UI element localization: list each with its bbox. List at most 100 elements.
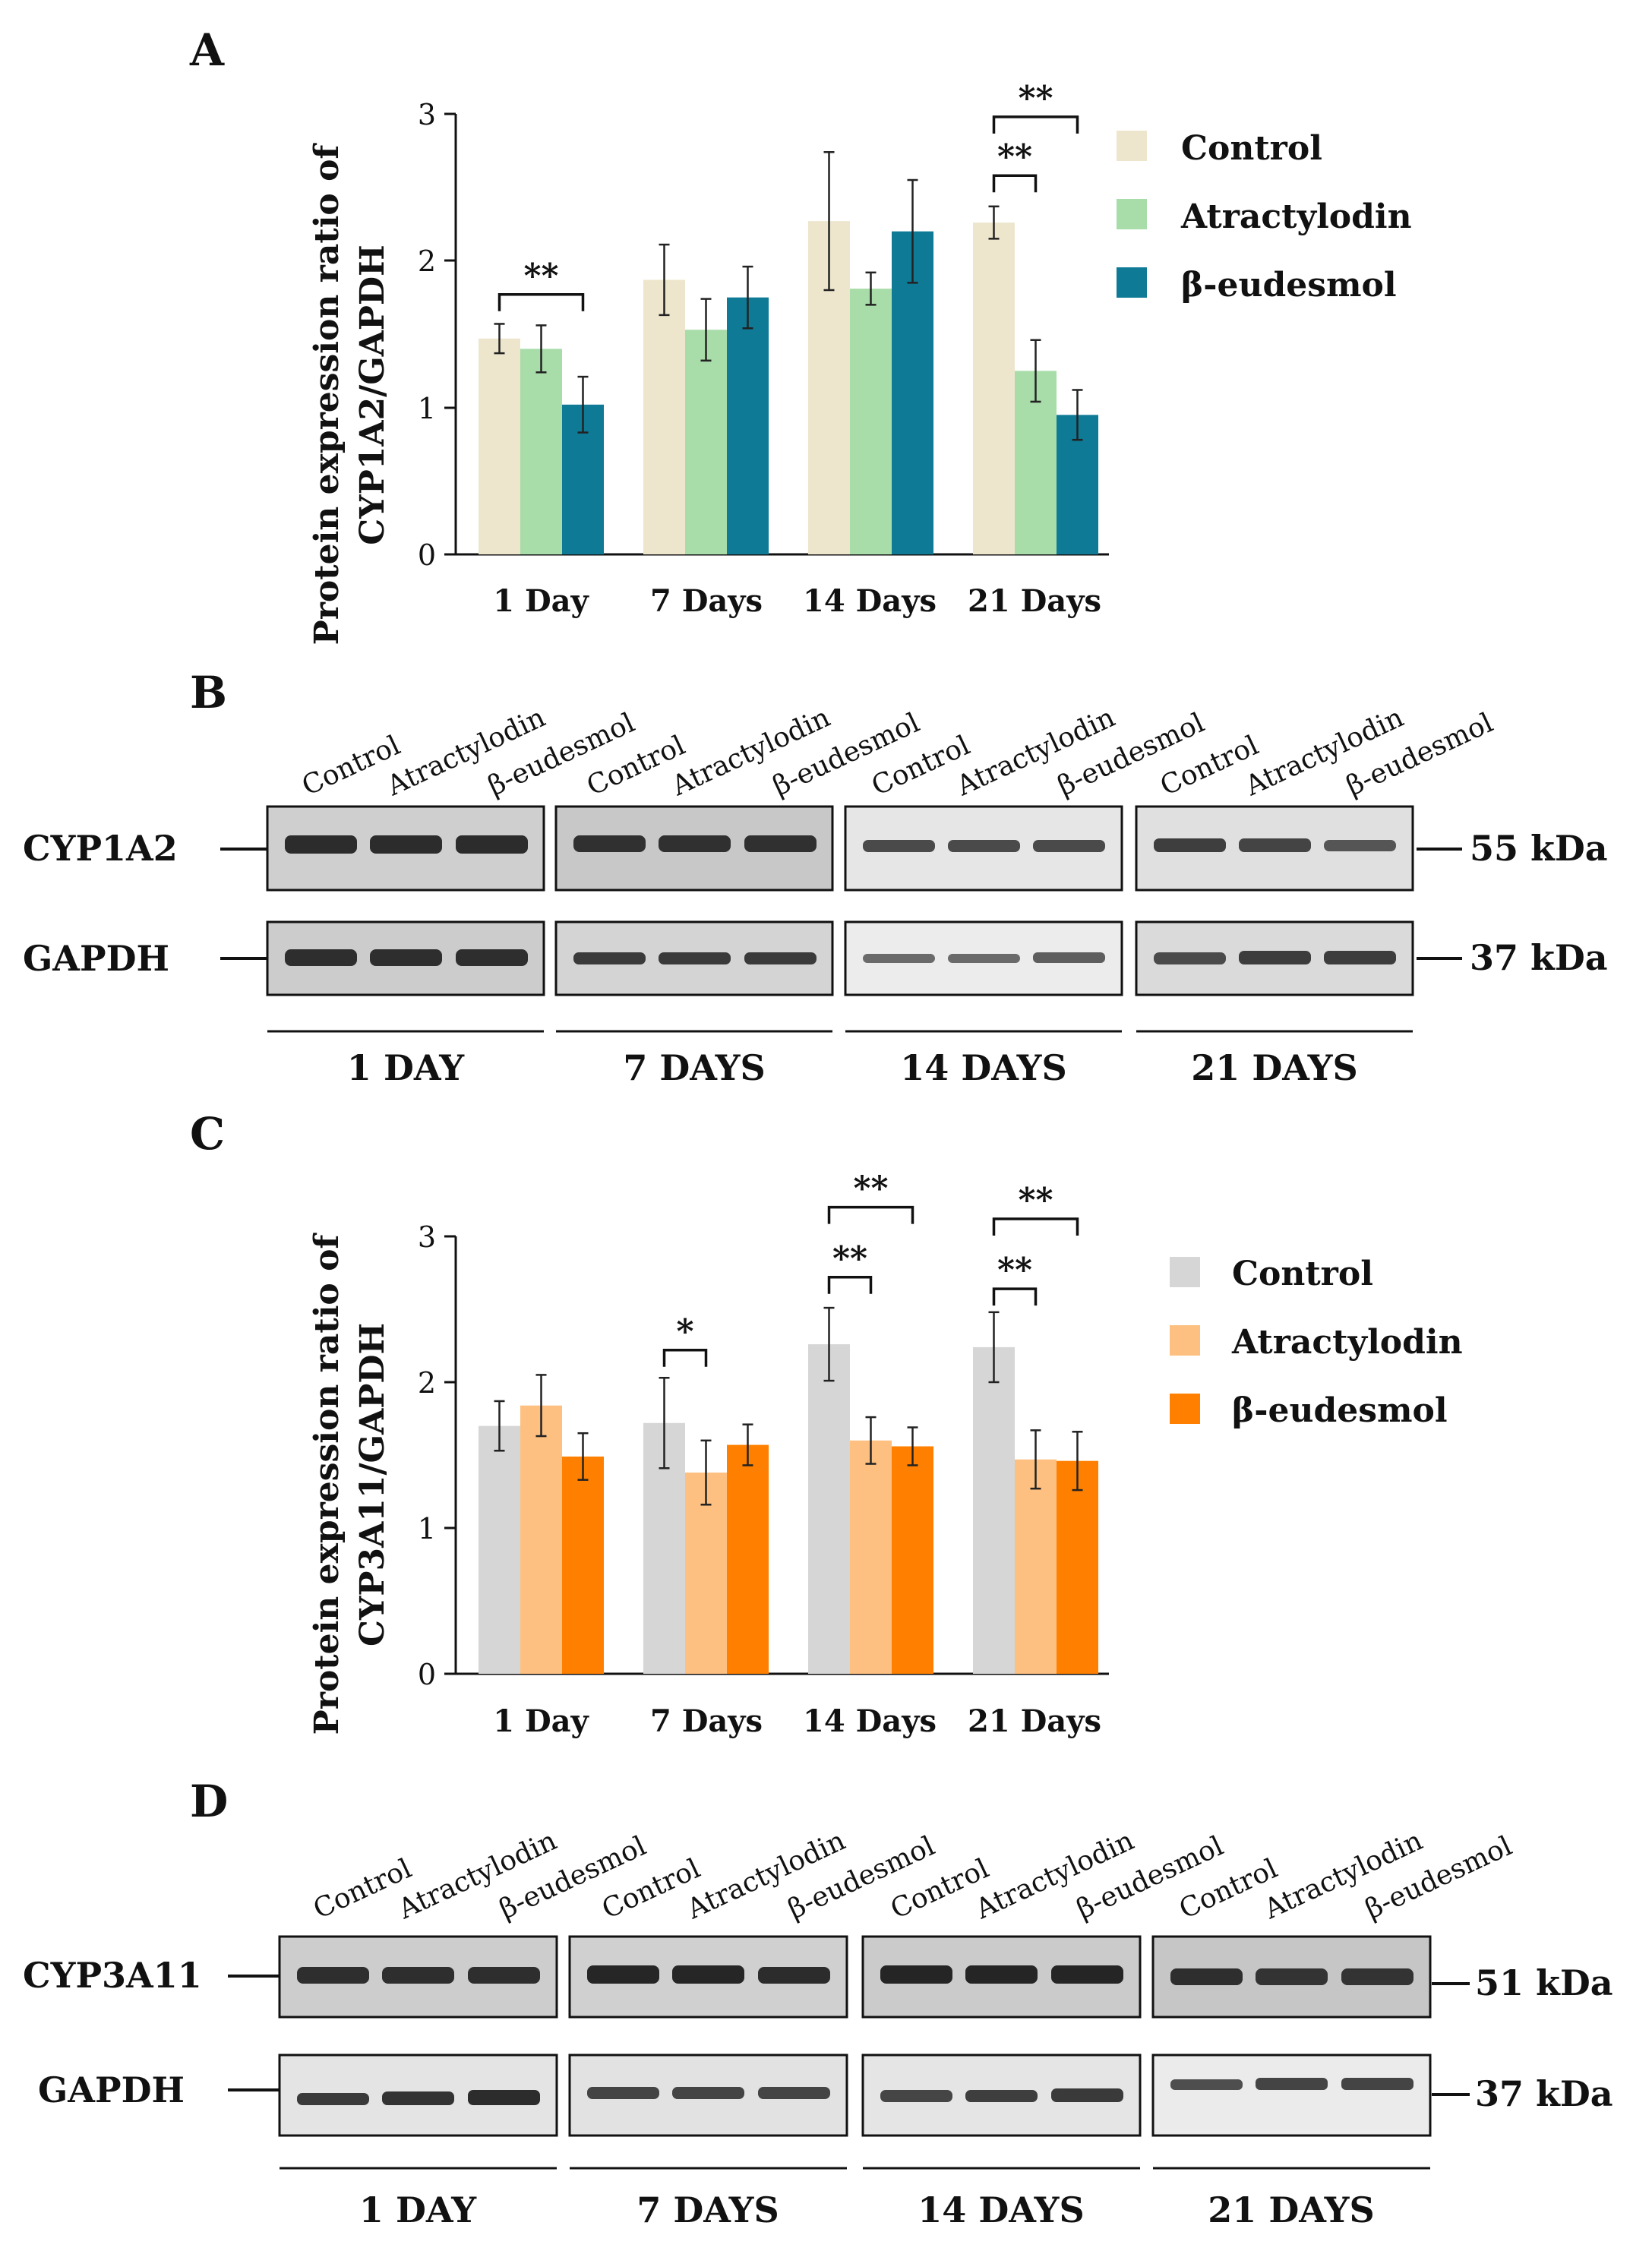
blot-band <box>468 1967 540 1984</box>
bar <box>479 338 520 554</box>
blot-box <box>1151 2054 1432 2137</box>
bar <box>685 1473 727 1674</box>
blot-band <box>382 2091 454 2105</box>
bar <box>892 1446 933 1674</box>
y-axis-label-line2: CYP1A2/GAPDH <box>353 245 392 545</box>
size-label-51kda: 51 kDa <box>1475 1962 1613 2003</box>
bar <box>562 1456 604 1674</box>
blot-band <box>1154 952 1226 964</box>
blot-band <box>863 840 935 852</box>
x-tick-label: 14 Days <box>803 1703 937 1739</box>
x-tick-label: 1 Day <box>493 1703 589 1739</box>
legend-label-atractylodin: Atractylodin <box>1180 197 1412 236</box>
y-axis-label-line1: Protein expression ratio of <box>308 1233 346 1735</box>
size-label-37kda: 37 kDa <box>1475 2073 1613 2114</box>
y-tick-label: 2 <box>418 1366 436 1400</box>
group-label: 14 DAYS <box>900 1047 1066 1088</box>
blot-band <box>672 1965 744 1984</box>
blot-box <box>266 920 545 996</box>
significance-label: ** <box>853 1170 888 1208</box>
error-bar <box>865 271 877 306</box>
blot-band <box>1051 2088 1123 2102</box>
error-bar <box>988 1311 1000 1384</box>
x-tick-label: 14 Days <box>803 583 937 619</box>
panel-letter-b: B <box>190 667 227 718</box>
bar <box>727 1444 769 1674</box>
error-bar <box>907 1426 918 1466</box>
error-bar <box>823 1306 835 1382</box>
blot-band <box>744 952 817 964</box>
x-tick-label: 21 Days <box>968 583 1101 619</box>
bar <box>727 297 769 554</box>
blot-band <box>382 1967 454 1984</box>
blot-box <box>844 805 1123 892</box>
bar <box>479 1425 520 1674</box>
significance-label: ** <box>997 137 1032 176</box>
bar <box>892 231 933 554</box>
blot-box <box>861 1935 1142 2019</box>
blot-band <box>573 835 646 852</box>
blot-box <box>1135 805 1414 892</box>
blot-box <box>568 1935 848 2019</box>
legend: Control Atractylodin β-eudesmol <box>1117 129 1412 305</box>
blot-band <box>370 835 442 854</box>
western-blot-d: D Control Atractylodin β-eudesmol Contro… <box>23 1776 1613 2230</box>
legend-swatch-atractylodin <box>1170 1325 1200 1356</box>
blot-box <box>1151 1935 1432 2019</box>
x-tick-label: 7 Days <box>650 1703 763 1739</box>
panel-letter-a: A <box>189 24 225 76</box>
error-bar <box>1030 339 1041 403</box>
blot-box <box>861 2054 1142 2137</box>
y-tick-label: 1 <box>418 1512 436 1545</box>
row-label-cyp3a11: CYP3A11 <box>23 1955 202 1996</box>
blot-band <box>1051 1965 1123 1984</box>
y-axis-label-line1: Protein expression ratio of <box>308 143 346 646</box>
blot-band <box>672 2087 744 2099</box>
blot-band <box>1170 2079 1243 2090</box>
error-bar <box>577 1432 589 1481</box>
blot-box <box>278 1935 558 2019</box>
chart-c: C Protein expression ratio of CYP3A11/GA… <box>190 1108 1463 1739</box>
group-label: 21 DAYS <box>1208 2189 1374 2230</box>
legend-swatch-control <box>1117 131 1147 161</box>
bar <box>1015 1459 1057 1674</box>
error-bar <box>823 151 835 292</box>
blot-band <box>468 2090 540 2105</box>
error-bar <box>742 265 753 330</box>
blot-band <box>587 2087 659 2099</box>
significance-bracket: ** <box>992 1251 1038 1306</box>
x-tick-label: 7 Days <box>650 583 763 619</box>
legend-swatch-control <box>1170 1257 1200 1287</box>
significance-bracket: ** <box>827 1239 873 1294</box>
blot-band <box>1170 1968 1243 1985</box>
error-bar <box>577 375 589 434</box>
blot-band <box>297 2093 369 2105</box>
lane-label: Control <box>297 730 405 802</box>
row-label-cyp1a2: CYP1A2 <box>23 828 178 869</box>
blot-box <box>1135 920 1414 996</box>
blot-band <box>659 952 731 964</box>
bar <box>973 223 1015 554</box>
legend-swatch-b-eudesmol <box>1170 1394 1200 1424</box>
y-tick-label: 0 <box>418 1658 436 1691</box>
row-label-gapdh: GAPDH <box>23 938 169 979</box>
blot-band <box>948 954 1020 963</box>
significance-bracket: ** <box>992 1181 1079 1236</box>
blot-band <box>1341 1968 1414 1985</box>
blot-band <box>1324 951 1396 964</box>
blot-box <box>844 920 1123 996</box>
bar <box>973 1346 1015 1674</box>
blot-band <box>863 954 935 963</box>
group-label: 14 DAYS <box>918 2189 1084 2230</box>
blot-band <box>1033 952 1105 963</box>
blot-band <box>573 952 646 964</box>
significance-brackets: ********* <box>662 1170 1079 1367</box>
blot-band <box>1239 838 1311 852</box>
blot-band <box>1239 951 1311 964</box>
bar <box>520 1405 562 1674</box>
blot-box <box>266 805 545 892</box>
error-bar <box>659 243 670 317</box>
legend-label-control: Control <box>1181 129 1322 168</box>
y-tick-label: 1 <box>418 392 436 425</box>
